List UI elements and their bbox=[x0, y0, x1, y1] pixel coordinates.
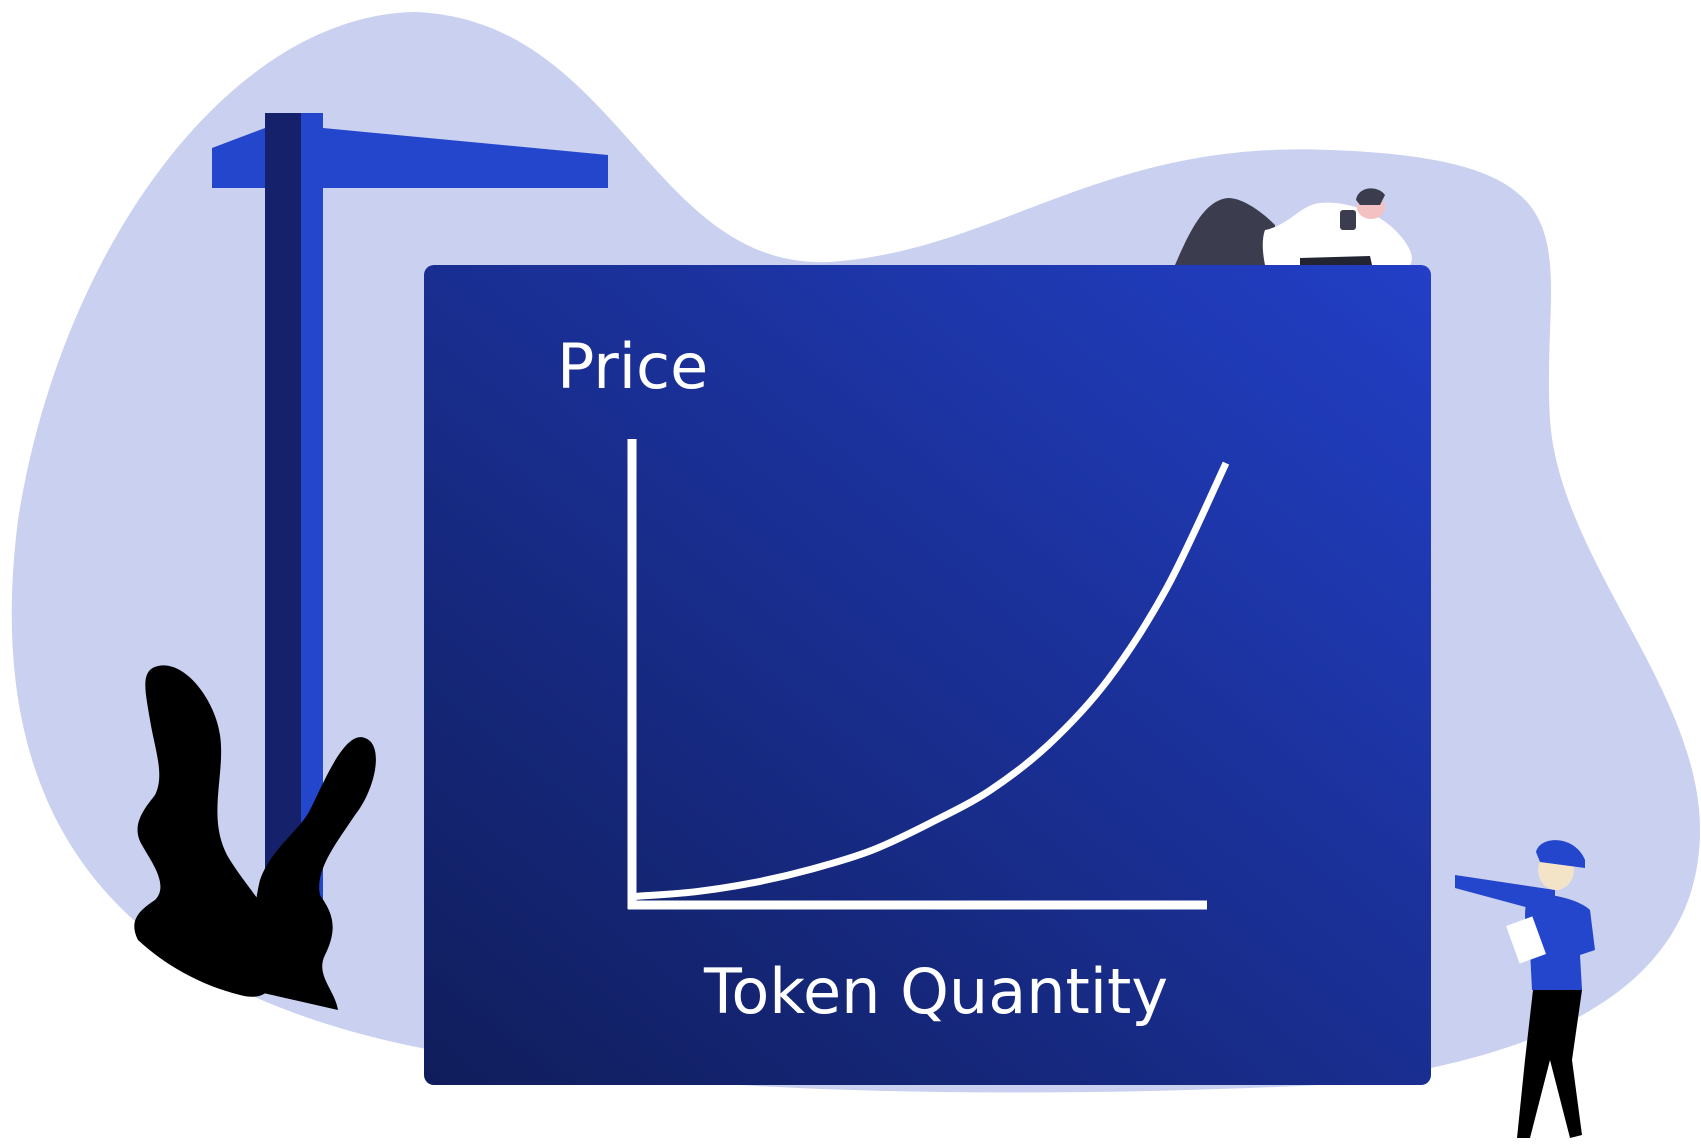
x-axis-title: Token Quantity bbox=[704, 955, 1169, 1028]
plant-icon bbox=[134, 665, 376, 1010]
chart-panel bbox=[424, 265, 1431, 1085]
signpost-icon bbox=[212, 113, 608, 913]
series-line bbox=[635, 461, 1230, 900]
y-axis-title: Price bbox=[557, 330, 709, 403]
pointing-worker-icon bbox=[1455, 840, 1595, 1138]
reclining-person-icon bbox=[1175, 188, 1412, 265]
